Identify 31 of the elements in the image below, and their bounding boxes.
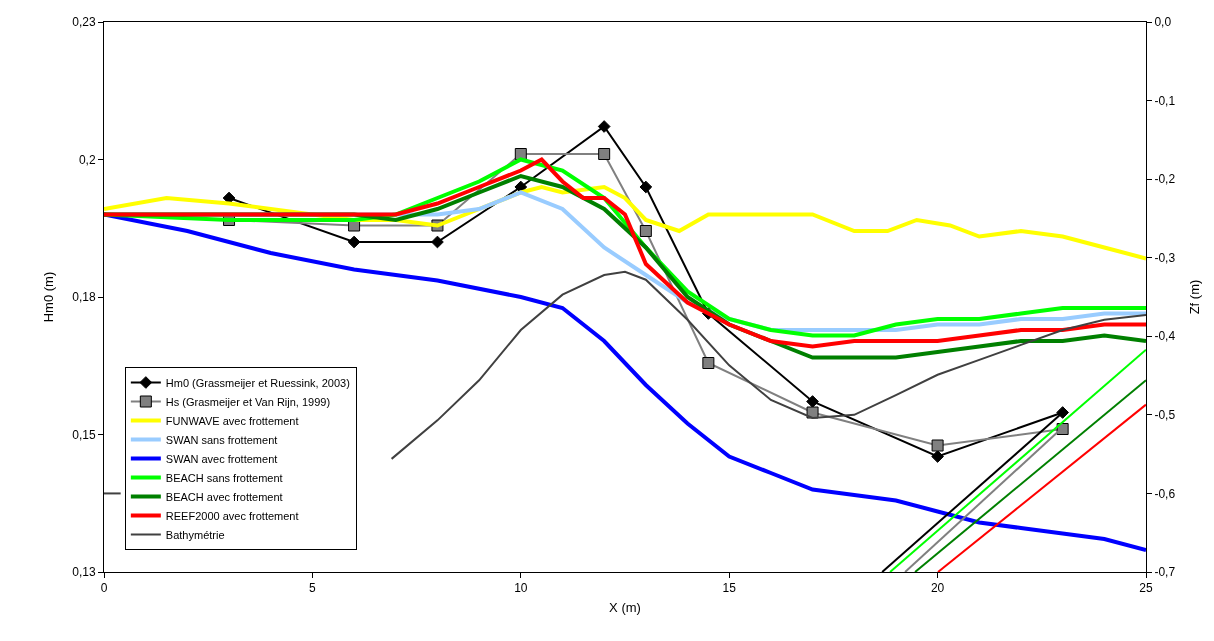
y-tick-label: 0,18 — [72, 290, 96, 305]
y-tick-label: 0,13 — [72, 565, 96, 580]
y2-axis-title: Zf (m) — [1187, 279, 1202, 315]
y-axis-title: Hm0 (m) — [41, 271, 57, 323]
legend-label: FUNWAVE avec frottement — [165, 414, 299, 427]
legend-label: BEACH avec frottement — [165, 490, 283, 503]
x-tick-label: 20 — [930, 581, 945, 596]
legend-label: SWAN sans frottement — [165, 433, 278, 446]
x-axis-title: X (m) — [609, 600, 641, 615]
y-tick-label: 0,23 — [72, 15, 96, 30]
legend-label: BEACH sans frottement — [165, 471, 283, 484]
y2-tick-label: -0,4 — [1154, 329, 1176, 344]
x-tick-label: 15 — [722, 581, 737, 596]
y2-tick-label: -0,5 — [1154, 408, 1176, 423]
x-tick-label: 5 — [309, 581, 317, 596]
y2-tick-label: -0,3 — [1154, 250, 1176, 265]
x-tick-label: 10 — [514, 581, 528, 596]
y-tick-label: 0,15 — [72, 427, 96, 442]
x-tick-label: 0 — [100, 581, 108, 596]
x-tick-label: 25 — [1139, 581, 1153, 596]
y2-tick-label: -0,2 — [1154, 172, 1176, 187]
legend-label: Bathymétrie — [165, 528, 225, 541]
y2-tick-label: -0,7 — [1154, 565, 1176, 580]
y2-tick-label: 0,0 — [1154, 15, 1172, 30]
y2-tick-label: -0,6 — [1154, 486, 1176, 501]
y-tick-label: 0,2 — [78, 152, 96, 167]
y2-tick-label: -0,1 — [1154, 93, 1176, 108]
legend-label: Hm0 (Grassmeijer et Ruessink, 2003) — [165, 376, 350, 389]
legend-label: Hs (Grasmeijer et Van Rijn, 1999) — [165, 395, 331, 408]
legend-label: SWAN avec frottement — [165, 452, 278, 465]
legend-label: REEF2000 avec frottement — [165, 509, 299, 522]
